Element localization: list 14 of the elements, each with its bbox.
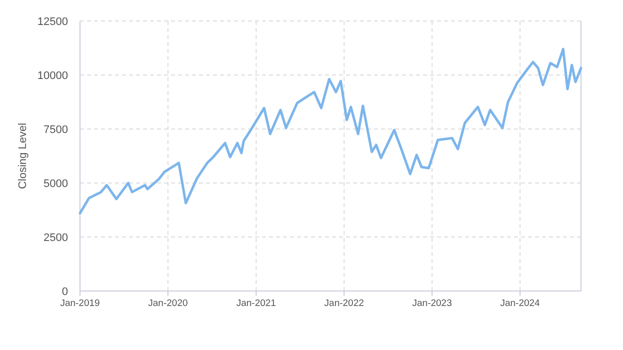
x-tick-label: Jan-2024: [500, 298, 540, 309]
x-tick-label: Jan-2021: [236, 298, 276, 309]
y-axis-title: Closing Level: [17, 122, 29, 190]
y-tick-label: 12500: [37, 16, 68, 28]
x-tick-label: Jan-2023: [412, 298, 452, 309]
y-tick-label: 0: [62, 286, 68, 298]
x-tick-label: Jan-2020: [148, 298, 188, 309]
y-tick-label: 10000: [37, 70, 68, 82]
x-tick-label: Jan-2022: [324, 298, 364, 309]
y-tick-label: 7500: [44, 124, 68, 136]
y-tick-label: 5000: [44, 178, 68, 190]
y-tick-label: 2500: [44, 232, 68, 244]
line-series: [78, 48, 582, 214]
x-tick-label: Jan-2019: [60, 298, 100, 309]
